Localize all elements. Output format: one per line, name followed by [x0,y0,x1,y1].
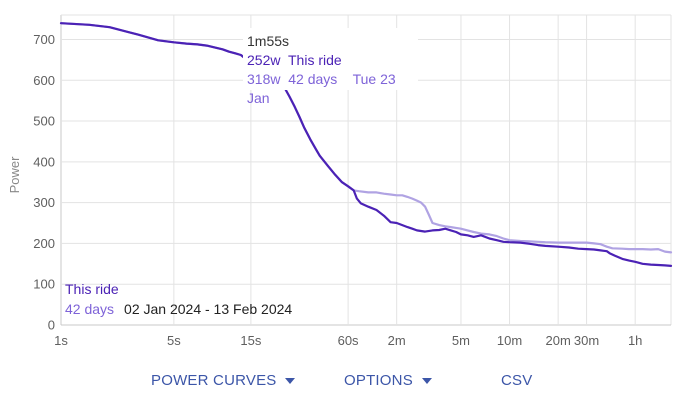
grid-lines [60,14,672,326]
caret-down-icon [285,378,296,384]
tooltip-time: 1m55s [247,33,290,49]
x-tick-label: 1h [628,333,642,348]
legend-this-ride: This ride [65,281,119,297]
tooltip-this-ride-value: 252w [247,52,281,68]
y-tick-labels: 0 100 200 300 400 500 600 700 [33,32,55,333]
x-tick-label: 15s [240,333,261,348]
options-button[interactable]: OPTIONS [344,372,432,389]
legend-date-range: 02 Jan 2024 - 13 Feb 2024 [124,301,293,317]
series-lines [59,22,673,267]
tooltip-days-value: 318w [247,71,281,87]
tooltip-this-ride: 252w This ride [247,51,418,70]
power-curves-label: POWER CURVES [151,372,277,389]
x-tick-label: 10m [497,333,522,348]
legend-days: 42 days [65,301,115,317]
y-axis-label: Power [7,156,22,194]
x-tick-label: 2m [388,333,406,348]
x-tick-label: 5m [452,333,470,348]
tooltip-days-date: Tue 23 Jan [247,71,396,106]
y-tick-label: 700 [33,32,55,47]
caret-down-icon [421,378,432,384]
power-curves-button[interactable]: POWER CURVES [151,372,296,389]
x-tick-label: 5s [167,333,181,348]
y-tick-label: 300 [33,195,55,210]
csv-label: CSV [501,372,533,389]
x-tick-label: 30m [574,333,599,348]
chart-toolbar: POWER CURVES OPTIONS CSV [0,372,690,392]
x-tick-label: 1s [54,333,68,348]
power-curve-chart: 0 100 200 300 400 500 600 700 1s 5s 15s 60s 2m 5m 10m… [7,14,673,348]
tooltip-days: 318w 42 days Tue 23 Jan [247,70,418,108]
csv-button[interactable]: CSV [501,372,532,389]
y-tick-label: 0 [48,318,55,333]
x-tick-labels: 1s 5s 15s 60s 2m 5m 10m 20m 30m 1h [54,333,642,348]
hover-tooltip: 1m55s 252w This ride 318w 42 days Tue 23… [243,28,418,106]
y-tick-label: 600 [33,73,55,88]
x-tick-label: 60s [338,333,359,348]
series-line [59,22,673,267]
tooltip-days-label: 42 days [288,71,338,87]
y-tick-label: 200 [33,236,55,251]
y-tick-label: 500 [33,114,55,129]
legend-days-row: 42 days 02 Jan 2024 - 13 Feb 2024 [65,299,292,319]
x-tick-label: 20m [545,333,570,348]
y-tick-label: 400 [33,154,55,169]
tooltip-this-ride-label: This ride [288,52,342,68]
y-tick-label: 100 [33,277,55,292]
chart-legend: This ride 42 days 02 Jan 2024 - 13 Feb 20… [65,279,292,319]
options-label: OPTIONS [344,372,413,389]
